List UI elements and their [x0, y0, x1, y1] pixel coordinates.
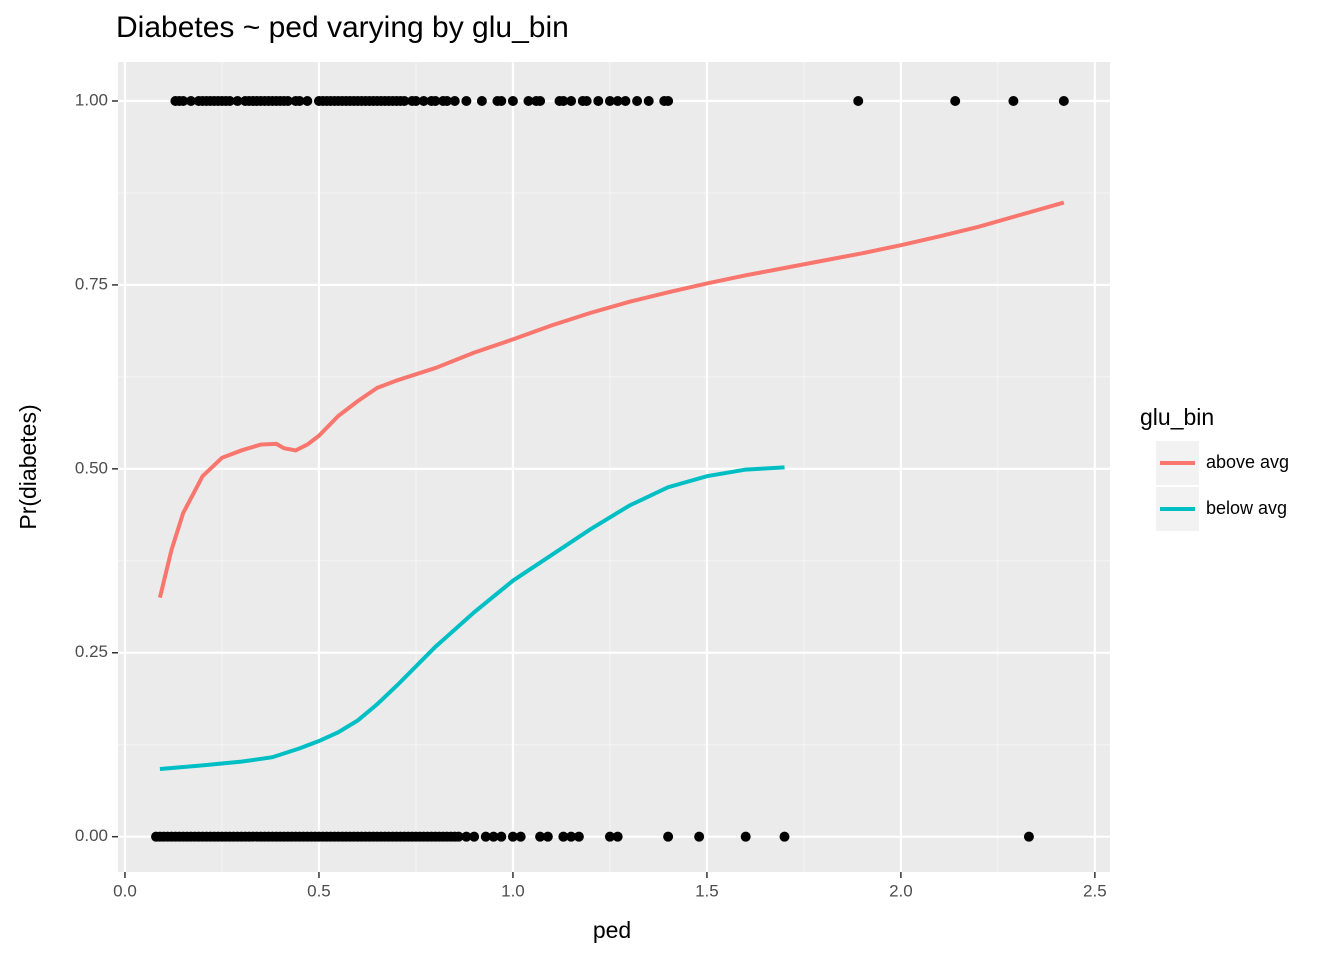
point: [581, 95, 592, 106]
point: [441, 95, 452, 106]
point: [282, 95, 293, 106]
x-tick-label: 0.0: [113, 881, 137, 900]
panel: [118, 62, 1110, 872]
point: [523, 95, 534, 106]
chart-title: Diabetes ~ ped varying by glu_bin: [116, 11, 569, 44]
point: [496, 831, 507, 842]
legend-label: above avg: [1206, 452, 1289, 472]
point: [573, 831, 584, 842]
point: [558, 95, 569, 106]
point: [232, 95, 243, 106]
point: [779, 831, 790, 842]
point: [399, 95, 410, 106]
point: [643, 95, 654, 106]
point: [461, 831, 472, 842]
legend-label: below avg: [1206, 498, 1287, 518]
point: [294, 95, 305, 106]
point: [663, 95, 674, 106]
point: [853, 95, 864, 106]
point: [604, 95, 615, 106]
point: [740, 831, 751, 842]
point: [224, 95, 235, 106]
point: [566, 95, 577, 106]
point: [449, 95, 460, 106]
y-tick-label: 1.00: [75, 90, 108, 109]
point: [566, 831, 577, 842]
y-tick-label: 0.00: [75, 826, 108, 845]
point: [694, 831, 705, 842]
point: [496, 95, 507, 106]
point: [418, 95, 429, 106]
x-tick-label: 1.0: [501, 881, 525, 900]
point: [593, 95, 604, 106]
x-tick-label: 2.0: [889, 881, 913, 900]
point: [430, 95, 441, 106]
y-axis-title: Pr(diabetes): [15, 404, 41, 529]
point: [558, 831, 569, 842]
point: [612, 831, 623, 842]
point: [410, 95, 421, 106]
point: [542, 831, 553, 842]
point: [507, 95, 518, 106]
point: [302, 95, 313, 106]
point: [488, 831, 499, 842]
point: [1058, 95, 1069, 106]
point: [185, 95, 196, 106]
point: [632, 95, 643, 106]
point: [620, 95, 631, 106]
point: [476, 95, 487, 106]
point: [950, 95, 961, 106]
x-tick-label: 1.5: [695, 881, 719, 900]
x-tick-label: 0.5: [307, 881, 331, 900]
point: [1008, 95, 1019, 106]
point: [480, 831, 491, 842]
point: [515, 831, 526, 842]
y-tick-label: 0.25: [75, 642, 108, 661]
point: [178, 95, 189, 106]
point: [612, 95, 623, 106]
point: [1023, 831, 1034, 842]
line: [159, 465, 785, 771]
point: [535, 95, 546, 106]
y-tick-label: 0.50: [75, 458, 108, 477]
point: [663, 831, 674, 842]
point: [461, 95, 472, 106]
line: [157, 200, 1065, 599]
legend-title: glu_bin: [1140, 404, 1214, 430]
point: [469, 831, 480, 842]
y-tick-label: 0.75: [75, 274, 108, 293]
x-axis-title: ped: [593, 917, 631, 943]
point: [453, 831, 464, 842]
point: [535, 831, 546, 842]
point: [604, 831, 615, 842]
x-tick-label: 2.5: [1083, 881, 1107, 900]
point: [507, 831, 518, 842]
